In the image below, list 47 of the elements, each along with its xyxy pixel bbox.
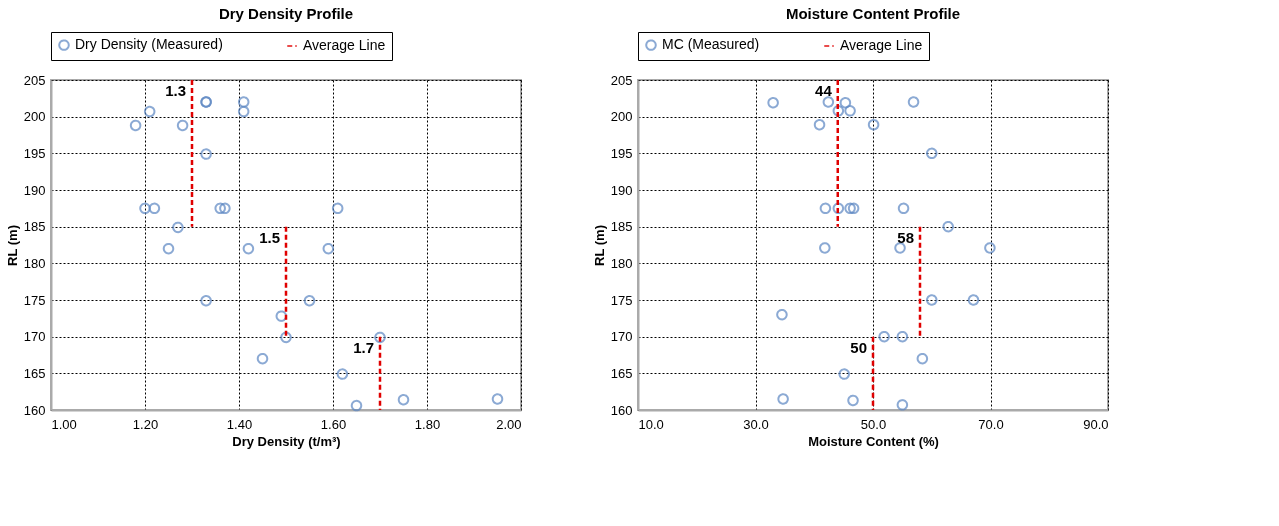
y-tick-label: 185 bbox=[23, 219, 46, 235]
x-tick-label: 2.00 bbox=[496, 416, 522, 432]
y-axis-title: RL (m) bbox=[591, 225, 607, 266]
annotation: 1.7 bbox=[353, 338, 374, 356]
y-axis-title: RL (m) bbox=[4, 225, 20, 266]
y-tick-label: 170 bbox=[23, 329, 46, 345]
x-tick-label: 10.0 bbox=[638, 416, 664, 432]
y-tick-label: 165 bbox=[610, 365, 633, 381]
y-tick-label: 200 bbox=[23, 109, 46, 125]
x-axis-title: Dry Density (t/m³) bbox=[232, 433, 341, 449]
legend-label: Average Line bbox=[840, 37, 923, 53]
y-tick-label: 170 bbox=[610, 329, 633, 345]
annotation: 58 bbox=[897, 228, 914, 246]
y-tick-label: 195 bbox=[610, 145, 633, 161]
x-tick-label: 1.00 bbox=[51, 416, 77, 432]
y-tick-label: 190 bbox=[23, 182, 46, 198]
legend-label: Dry Density (Measured) bbox=[75, 36, 223, 53]
y-tick-label: 200 bbox=[610, 109, 633, 125]
y-tick-label: 180 bbox=[610, 255, 633, 271]
chart-title: Dry Density Profile bbox=[218, 4, 354, 22]
y-tick-label: 175 bbox=[23, 292, 46, 308]
y-tick-label: 175 bbox=[610, 292, 633, 308]
y-tick-label: 180 bbox=[23, 255, 46, 271]
y-tick-label: 205 bbox=[23, 72, 46, 88]
y-tick-label: 165 bbox=[23, 365, 46, 381]
legend-label: MC (Measured) bbox=[662, 36, 760, 53]
x-tick-label: 90.0 bbox=[1083, 416, 1109, 432]
x-tick-label: 1.80 bbox=[414, 416, 441, 432]
y-tick-label: 160 bbox=[23, 402, 46, 418]
annotation: 1.5 bbox=[259, 228, 280, 246]
annotation: 50 bbox=[850, 338, 867, 356]
x-tick-label: 50.0 bbox=[860, 416, 887, 432]
y-tick-label: 185 bbox=[610, 219, 633, 235]
x-tick-label: 1.40 bbox=[226, 416, 253, 432]
legend-label: Average Line bbox=[303, 37, 386, 53]
x-tick-label: 30.0 bbox=[743, 416, 769, 432]
y-tick-label: 205 bbox=[610, 72, 633, 88]
y-tick-label: 190 bbox=[610, 182, 633, 198]
annotation: 1.3 bbox=[165, 82, 186, 99]
x-tick-label: 1.20 bbox=[132, 416, 159, 432]
y-tick-label: 195 bbox=[23, 145, 46, 161]
annotation: 44 bbox=[815, 82, 833, 99]
x-tick-label: 70.0 bbox=[978, 416, 1004, 432]
x-axis-title: Moisture Content (%) bbox=[808, 433, 939, 449]
x-tick-label: 1.60 bbox=[320, 416, 347, 432]
y-tick-label: 160 bbox=[610, 402, 633, 418]
chart-title: Moisture Content Profile bbox=[785, 4, 961, 22]
